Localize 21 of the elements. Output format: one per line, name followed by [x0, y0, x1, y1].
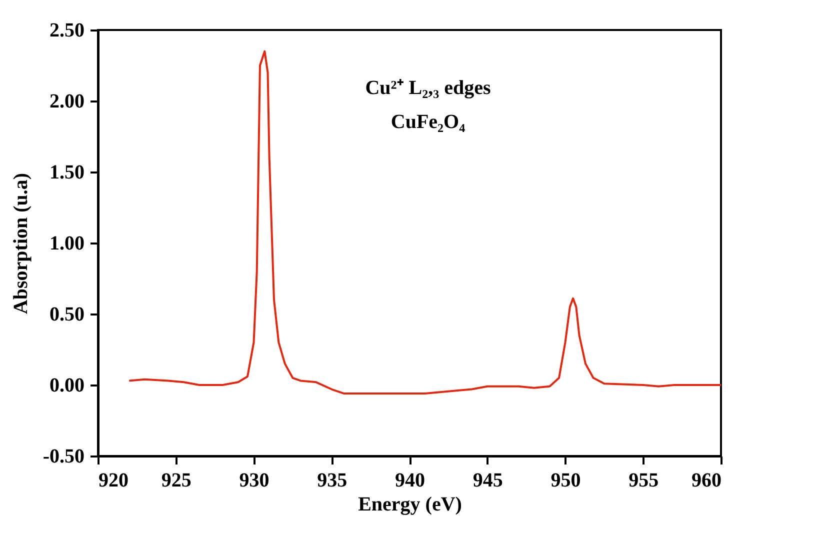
- y-tick-label: 1.50: [50, 162, 84, 184]
- x-tick-label: 945: [472, 470, 503, 492]
- x-tick-label: 925: [161, 470, 192, 492]
- y-tick-label: 1.00: [50, 232, 84, 254]
- x-axis-title: Energy (eV): [358, 494, 462, 516]
- y-tick-label: -0.50: [42, 446, 84, 468]
- annotation: Cu²⁺ L₂,₃ edges: [365, 77, 491, 99]
- x-tick-label: 950: [550, 470, 581, 492]
- y-tick-label: 2.50: [50, 20, 84, 42]
- x-tick-label: 960: [692, 470, 722, 492]
- y-tick-label: 0.00: [50, 374, 84, 396]
- annotation: CuFe₂O₄: [390, 111, 466, 133]
- y-tick-label: 0.50: [50, 304, 84, 326]
- y-axis-title: Absorption (u.a): [10, 172, 32, 314]
- x-tick-label: 955: [628, 470, 659, 492]
- x-tick-label: 930: [239, 470, 270, 492]
- x-tick-label: 940: [395, 470, 425, 492]
- x-tick-label: 920: [98, 470, 128, 492]
- x-tick-label: 935: [317, 470, 348, 492]
- y-tick-label: 2.00: [50, 90, 84, 112]
- line-series: [128, 50, 722, 395]
